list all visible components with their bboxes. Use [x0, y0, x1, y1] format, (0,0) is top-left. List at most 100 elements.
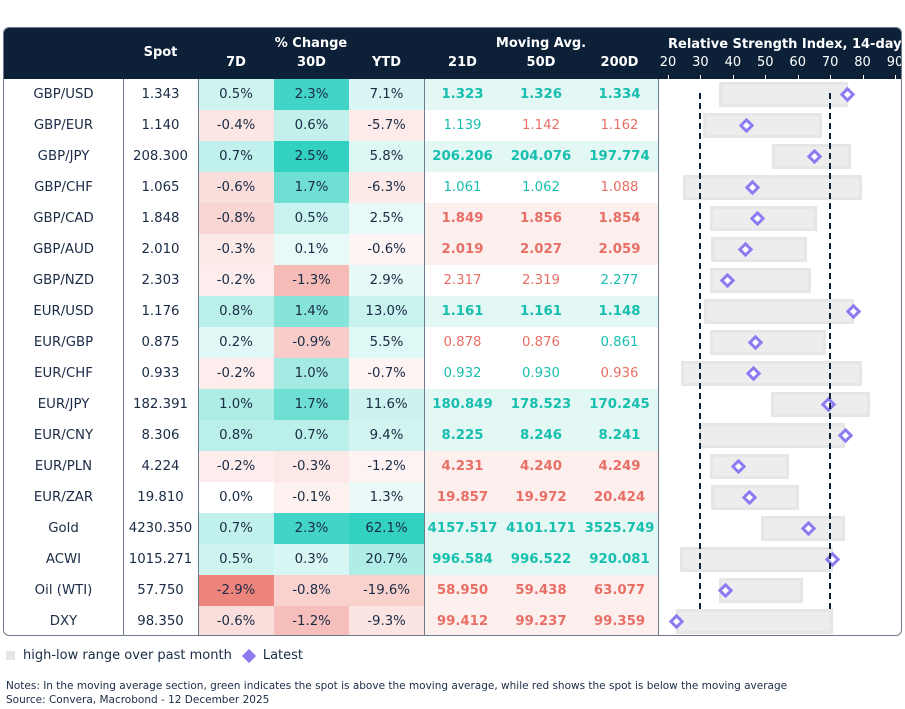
rsi-tick-label: 20: [659, 55, 677, 70]
rsi-range-bar: [681, 361, 863, 386]
change-30d-cell: -0.8%: [274, 575, 349, 606]
ma-200d-cell: 1.334: [598, 87, 641, 102]
spot-cell: 208.300: [133, 149, 188, 164]
ma-row-background: [424, 296, 658, 327]
ma-200d-cell: 0.936: [600, 366, 639, 381]
diamond-icon: [241, 648, 256, 663]
header-7d: 7D: [226, 55, 246, 70]
change-30d-cell: 1.7%: [274, 389, 349, 420]
change-ytd-cell: -0.6%: [349, 234, 424, 265]
ma-200d-cell: 920.081: [589, 552, 650, 567]
change-ytd-cell: 1.3%: [349, 482, 424, 513]
ma-50d-cell: 0.930: [521, 366, 561, 381]
ma-50d-cell: 4101.171: [506, 521, 576, 536]
fx-table: Spot % Change 7D 30D YTD Moving Avg. 21D…: [3, 27, 902, 636]
change-7d-cell: -0.2%: [198, 451, 274, 482]
ma-50d-cell: 19.972: [515, 490, 567, 505]
divider-pair-spot: [123, 79, 124, 635]
rsi-tick-mark: [830, 75, 832, 79]
change-ytd-cell: 9.4%: [349, 420, 424, 451]
change-7d-cell: -0.6%: [198, 172, 274, 203]
change-7d-cell: -0.3%: [198, 234, 274, 265]
ma-21d-cell: 996.584: [432, 552, 493, 567]
ma-200d-cell: 1.162: [600, 118, 639, 133]
legend-latest-label: Latest: [262, 648, 304, 663]
table-row: EUR/PLN 4.224 -0.2% -0.3% -1.2% 4.231 4.240 4.2…: [4, 451, 901, 482]
pair-cell: Gold: [48, 521, 79, 536]
ma-50d-cell: 0.876: [521, 335, 561, 350]
ma-21d-cell: 99.412: [436, 614, 489, 629]
pair-cell: EUR/ZAR: [33, 490, 94, 505]
header-ytd: YTD: [371, 55, 402, 70]
ma-21d-cell: 58.950: [436, 583, 489, 598]
range-swatch-icon: [6, 651, 15, 660]
pair-cell: GBP/JPY: [37, 149, 90, 164]
change-ytd-cell: 13.0%: [349, 296, 424, 327]
notes: Notes: In the moving average section, gr…: [6, 679, 787, 707]
ma-21d-cell: 2.317: [443, 273, 482, 288]
change-30d-cell: 0.3%: [274, 544, 349, 575]
pair-cell: EUR/GBP: [33, 335, 94, 350]
header-200d: 200D: [600, 55, 639, 70]
pair-cell: GBP/CHF: [34, 180, 93, 195]
pair-cell: EUR/CHF: [34, 366, 93, 381]
ma-21d-cell: 1.323: [441, 87, 484, 102]
rsi-range-bar: [703, 113, 823, 138]
table-row: EUR/GBP 0.875 0.2% -0.9% 5.5% 0.878 0.876 0.861: [4, 327, 901, 358]
pair-cell: GBP/NZD: [32, 273, 95, 288]
change-7d-cell: 0.2%: [198, 327, 274, 358]
change-7d-cell: -0.8%: [198, 203, 274, 234]
table-row: Gold 4230.350 0.7% 2.3% 62.1% 4157.517 4101.17…: [4, 513, 901, 544]
spot-cell: 19.810: [137, 490, 184, 505]
ma-row-background: [424, 327, 658, 358]
change-30d-cell: -1.2%: [274, 606, 349, 635]
pair-cell: ACWI: [45, 552, 82, 567]
spot-cell: 1.140: [141, 118, 180, 133]
table-row: EUR/JPY 182.391 1.0% 1.7% 11.6% 180.849 178.52…: [4, 389, 901, 420]
pair-cell: GBP/EUR: [33, 118, 94, 133]
rsi-tick-mark: [732, 75, 734, 79]
ma-row-background: [424, 389, 658, 420]
ma-21d-cell: 4157.517: [427, 521, 498, 536]
ma-row-background: [424, 358, 658, 389]
spot-cell: 182.391: [133, 397, 188, 412]
ma-200d-cell: 0.861: [600, 335, 639, 350]
pair-cell: EUR/JPY: [37, 397, 90, 412]
change-ytd-cell: -19.6%: [349, 575, 424, 606]
table-row: GBP/NZD 2.303 -0.2% -1.3% 2.9% 2.317 2.319 2.27…: [4, 265, 901, 296]
rsi-range-bar: [711, 237, 808, 262]
table-row: GBP/CAD 1.848 -0.8% 0.5% 2.5% 1.849 1.856 1.854: [4, 203, 901, 234]
pair-cell: DXY: [49, 614, 78, 629]
ma-50d-cell: 1.142: [521, 118, 561, 133]
spot-cell: 4230.350: [128, 521, 193, 536]
change-30d-cell: 1.0%: [274, 358, 349, 389]
rsi-range-bar: [770, 392, 870, 417]
header-50d: 50D: [526, 55, 556, 70]
change-ytd-cell: 7.1%: [349, 79, 424, 110]
change-7d-cell: 1.0%: [198, 389, 274, 420]
pair-cell: EUR/USD: [33, 304, 94, 319]
ma-row-background: [424, 265, 658, 296]
change-7d-cell: -0.2%: [198, 265, 274, 296]
change-ytd-cell: -1.2%: [349, 451, 424, 482]
ma-21d-cell: 4.231: [441, 459, 484, 474]
spot-cell: 57.750: [137, 583, 184, 598]
ma-21d-cell: 206.206: [432, 149, 493, 164]
spot-cell: 0.933: [141, 366, 180, 381]
ma-row-background: [424, 110, 658, 141]
spot-cell: 2.303: [141, 273, 180, 288]
change-7d-cell: -0.2%: [198, 358, 274, 389]
change-7d-cell: 0.8%: [198, 296, 274, 327]
rsi-tick-mark: [862, 75, 864, 79]
change-7d-cell: -0.6%: [198, 606, 274, 635]
ma-21d-cell: 1.061: [443, 180, 482, 195]
change-30d-cell: 2.5%: [274, 141, 349, 172]
header-moving-avg: Moving Avg.: [495, 36, 587, 51]
ma-row-background: [424, 79, 658, 110]
divider-ma-rsi: [658, 79, 659, 635]
table-row: GBP/JPY 208.300 0.7% 2.5% 5.8% 206.206 204.076…: [4, 141, 901, 172]
ma-200d-cell: 3525.749: [584, 521, 655, 536]
change-30d-cell: 2.3%: [274, 513, 349, 544]
ma-50d-cell: 1.062: [521, 180, 561, 195]
rsi-tick-label: 90: [886, 55, 902, 70]
